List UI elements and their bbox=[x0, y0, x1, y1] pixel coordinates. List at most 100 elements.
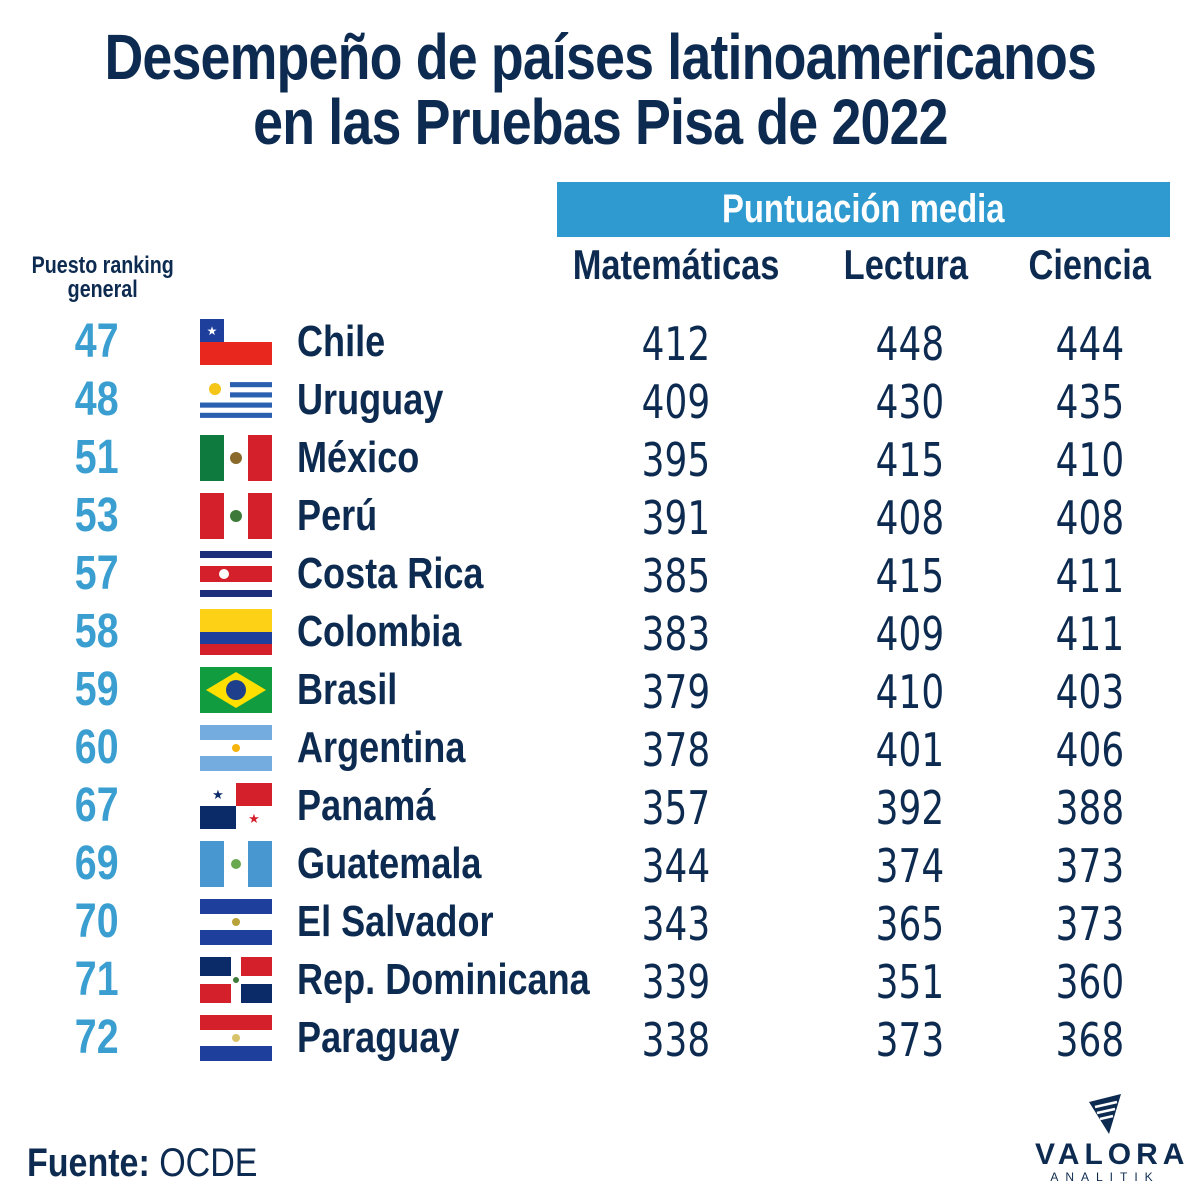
argentina-flag-icon bbox=[200, 725, 272, 771]
math-score: 339 bbox=[641, 955, 711, 1009]
column-header-math: Matemáticas bbox=[572, 241, 780, 288]
country-name: Panamá bbox=[297, 781, 436, 830]
reading-score: 408 bbox=[875, 491, 945, 545]
table-row: 51 México 395 415 410 bbox=[0, 429, 1200, 487]
science-score: 408 bbox=[1055, 491, 1125, 545]
table-row: 53 Perú 391 408 408 bbox=[0, 487, 1200, 545]
mexico-flag-icon bbox=[200, 435, 272, 481]
reading-score: 401 bbox=[875, 723, 945, 777]
reading-score: 374 bbox=[875, 839, 945, 893]
reading-score: 409 bbox=[875, 607, 945, 661]
science-score: 406 bbox=[1055, 723, 1125, 777]
svg-text:★: ★ bbox=[212, 787, 224, 802]
reading-score: 448 bbox=[875, 317, 945, 371]
math-score: 378 bbox=[641, 723, 711, 777]
country-name: México bbox=[297, 433, 420, 482]
table-row: 60 Argentina 378 401 406 bbox=[0, 719, 1200, 777]
column-header-science: Ciencia bbox=[1028, 241, 1152, 288]
logo-subtext: ANALITIK bbox=[1050, 1170, 1160, 1184]
rank: 57 bbox=[75, 547, 119, 600]
costa-rica-flag-icon bbox=[200, 551, 272, 597]
column-header-reading: Lectura bbox=[843, 241, 969, 288]
reading-score: 365 bbox=[875, 897, 945, 951]
reading-score: 392 bbox=[875, 781, 945, 835]
source: Fuente: OCDE bbox=[27, 1140, 298, 1186]
logo-wing-icon bbox=[1089, 1094, 1121, 1134]
el-salvador-flag-icon bbox=[200, 899, 272, 945]
science-score: 444 bbox=[1055, 317, 1125, 371]
country-name: El Salvador bbox=[297, 897, 494, 946]
science-score: 388 bbox=[1055, 781, 1125, 835]
country-name: Brasil bbox=[297, 665, 398, 714]
table-row: 72 Paraguay 338 373 368 bbox=[0, 1009, 1200, 1067]
table-row: 59 Brasil 379 410 403 bbox=[0, 661, 1200, 719]
table-row: 58 Colombia 383 409 411 bbox=[0, 603, 1200, 661]
rank: 60 bbox=[75, 721, 119, 774]
rank: 67 bbox=[75, 779, 119, 832]
country-name: Guatemala bbox=[297, 839, 482, 888]
country-name: Costa Rica bbox=[297, 549, 484, 598]
chile-flag-icon: ★ bbox=[200, 319, 272, 365]
rank: 47 bbox=[75, 315, 119, 368]
country-name: Perú bbox=[297, 491, 378, 540]
science-score: 368 bbox=[1055, 1013, 1125, 1067]
country-name: Rep. Dominicana bbox=[297, 955, 590, 1004]
reading-score: 351 bbox=[875, 955, 945, 1009]
table-row: 67 ★ ★ Panamá 357 392 388 bbox=[0, 777, 1200, 835]
table-row: 48 Uruguay 409 430 435 bbox=[0, 371, 1200, 429]
country-name: Paraguay bbox=[297, 1013, 460, 1062]
table-row: 47 ★ Chile 412 448 444 bbox=[0, 313, 1200, 371]
science-score: 411 bbox=[1055, 549, 1125, 603]
rep-dominicana-flag-icon bbox=[200, 957, 272, 1003]
table-row: 69 Guatemala 344 374 373 bbox=[0, 835, 1200, 893]
math-score: 379 bbox=[641, 665, 711, 719]
table-row: 71 Rep. Dominicana 339 351 360 bbox=[0, 951, 1200, 1009]
svg-text:★: ★ bbox=[248, 811, 260, 826]
paraguay-flag-icon bbox=[200, 1015, 272, 1061]
math-score: 409 bbox=[641, 375, 711, 429]
rank: 72 bbox=[75, 1011, 119, 1064]
valora-analitik-logo: VALORA ANALITIK bbox=[1035, 1090, 1184, 1185]
rank: 70 bbox=[75, 895, 119, 948]
guatemala-flag-icon bbox=[200, 841, 272, 887]
svg-text:★: ★ bbox=[207, 324, 218, 338]
uruguay-flag-icon bbox=[200, 377, 272, 423]
table-row: 57 Costa Rica 385 415 411 bbox=[0, 545, 1200, 603]
rank: 71 bbox=[75, 953, 119, 1006]
science-score: 373 bbox=[1055, 839, 1125, 893]
math-score: 343 bbox=[641, 897, 711, 951]
science-score: 373 bbox=[1055, 897, 1125, 951]
science-score: 435 bbox=[1055, 375, 1125, 429]
title-line-2: en las Pruebas Pisa de 2022 bbox=[252, 86, 948, 158]
reading-score: 373 bbox=[875, 1013, 945, 1067]
rank: 48 bbox=[75, 373, 119, 426]
title-line-1: Desempeño de países latinoamericanos bbox=[104, 21, 1096, 93]
panama-flag-icon: ★★ bbox=[200, 783, 272, 829]
brasil-flag-icon bbox=[200, 667, 272, 713]
reading-score: 415 bbox=[875, 433, 945, 487]
math-score: 391 bbox=[641, 491, 711, 545]
country-name: Uruguay bbox=[297, 375, 444, 424]
table-row: 70 El Salvador 343 365 373 bbox=[0, 893, 1200, 951]
math-score: 412 bbox=[641, 317, 711, 371]
science-score: 403 bbox=[1055, 665, 1125, 719]
reading-score: 415 bbox=[875, 549, 945, 603]
country-name: Chile bbox=[297, 317, 386, 366]
group-header: Puntuación media bbox=[557, 182, 1170, 237]
rank-header: Puesto ranking general bbox=[31, 252, 174, 303]
science-score: 410 bbox=[1055, 433, 1125, 487]
math-score: 395 bbox=[641, 433, 711, 487]
country-name: Argentina bbox=[297, 723, 466, 772]
colombia-flag-icon bbox=[200, 609, 272, 655]
science-score: 360 bbox=[1055, 955, 1125, 1009]
science-score: 411 bbox=[1055, 607, 1125, 661]
math-score: 357 bbox=[641, 781, 711, 835]
math-score: 383 bbox=[641, 607, 711, 661]
source-value: OCDE bbox=[159, 1141, 258, 1185]
rank: 59 bbox=[75, 663, 119, 716]
peru-flag-icon bbox=[200, 493, 272, 539]
math-score: 338 bbox=[641, 1013, 711, 1067]
country-name: Colombia bbox=[297, 607, 462, 656]
math-score: 385 bbox=[641, 549, 711, 603]
